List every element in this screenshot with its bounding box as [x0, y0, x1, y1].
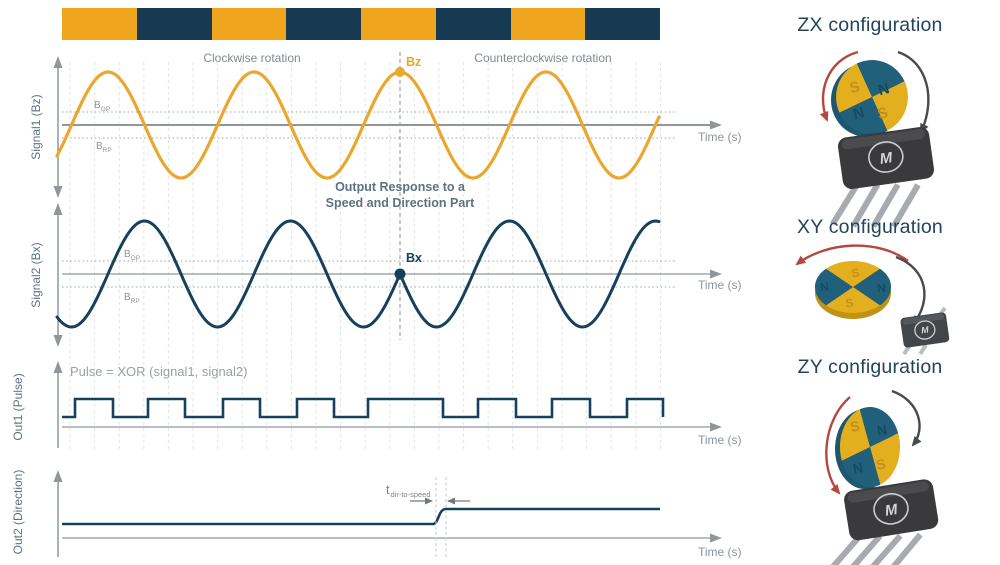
svg-text:S: S [875, 455, 887, 473]
pole-segment-navy [136, 8, 212, 40]
svg-text:S: S [849, 417, 861, 435]
pole-segment-yellow [361, 8, 436, 40]
out2-direction-wave [62, 507, 660, 526]
svg-text:N: N [819, 280, 830, 295]
pole-segment-yellow [510, 8, 586, 40]
out1-axis-label: Out1 (Pulse) [11, 373, 25, 440]
zy-cw-rotation-arrow-icon [891, 389, 922, 447]
pole-segment-yellow [62, 8, 137, 40]
zy-magnet-icon [835, 406, 901, 489]
signal1-wave [55, 70, 661, 180]
zx-config-title: ZX configuration [797, 14, 943, 36]
t-dir-to-speed-label: tdir-to-speed [386, 483, 431, 499]
zx-melexis-logo: M [879, 149, 894, 168]
pole-segment-navy [286, 8, 361, 40]
svg-text:N: N [876, 80, 891, 99]
xy-config-illustration: S N S N M [795, 244, 950, 356]
pole-stripe [62, 8, 660, 40]
xy-melexis-logo: M [920, 324, 929, 335]
svg-text:N: N [876, 281, 887, 296]
signal2-wave [55, 219, 661, 329]
svg-text:N: N [875, 421, 888, 439]
zy-config-title: ZY configuration [797, 356, 943, 378]
zy-config-illustration: S N N S M [825, 389, 939, 565]
xor-formula-label: Pulse = XOR (signal1, signal2) [70, 364, 247, 379]
out1-pulse-wave [62, 397, 665, 419]
xy-package-icon: M [900, 306, 950, 356]
signal2-time-label: Time (s) [698, 278, 742, 292]
signal1-axis-label: Signal1 (Bz) [29, 94, 43, 159]
zy-package-icon: M [826, 479, 939, 565]
plot-layer [53, 52, 722, 557]
bz-marker-dot [395, 67, 405, 77]
svg-text:S: S [845, 296, 855, 311]
annotation-line2: Speed and Direction Part [326, 196, 475, 210]
bx-marker-dot [394, 268, 406, 280]
pole-segment-navy [585, 8, 660, 40]
zy-magnet-pole-labels: S N N S [849, 417, 889, 477]
pole-segment-navy [435, 8, 511, 40]
svg-text:S: S [851, 266, 861, 281]
out2-time-label: Time (s) [698, 545, 742, 559]
pole-segment-yellow [211, 8, 287, 40]
out2-axis-label: Out2 (Direction) [11, 470, 25, 555]
zx-config-illustration: S N N S M [819, 50, 935, 229]
signal1-brp-label: BRP [96, 141, 112, 154]
zx-magnet-icon [831, 60, 908, 137]
svg-text:N: N [851, 459, 864, 477]
bx-marker-label: Bx [406, 251, 422, 265]
clockwise-label: Clockwise rotation [203, 51, 300, 65]
plot-svg: Clockwise rotation Counterclockwise rota… [11, 51, 742, 559]
xy-magnet-icon [814, 260, 892, 319]
signal2-axis-label: Signal2 (Bx) [29, 242, 43, 307]
xy-magnet-pole-labels: S N S N [819, 266, 887, 311]
annotation-line1: Output Response to a [335, 180, 466, 194]
zx-package-icon: M [830, 127, 935, 229]
svg-text:S: S [848, 78, 862, 97]
zx-ccw-rotation-arrow-icon [819, 50, 859, 122]
svg-text:S: S [876, 104, 890, 123]
svg-text:N: N [851, 104, 866, 123]
zx-magnet-pole-labels: S N N S [848, 78, 891, 123]
xy-cw-rotation-arrow-icon [895, 255, 926, 326]
zy-melexis-logo: M [884, 501, 899, 520]
bz-marker-label: Bz [406, 55, 421, 69]
signal2-bop-label: BOP [124, 249, 140, 262]
signal1-time-label: Time (s) [698, 130, 742, 144]
xy-config-title: XY configuration [797, 216, 943, 238]
xy-ccw-rotation-arrow-icon [795, 244, 909, 266]
signal1-bop-label: BOP [94, 100, 110, 113]
counterclockwise-label: Counterclockwise rotation [474, 51, 611, 65]
zx-cw-rotation-arrow-icon [897, 50, 930, 134]
signal2-brp-label: BRP [124, 292, 140, 305]
out1-time-label: Time (s) [698, 433, 742, 447]
zy-ccw-rotation-arrow-icon [825, 396, 851, 495]
